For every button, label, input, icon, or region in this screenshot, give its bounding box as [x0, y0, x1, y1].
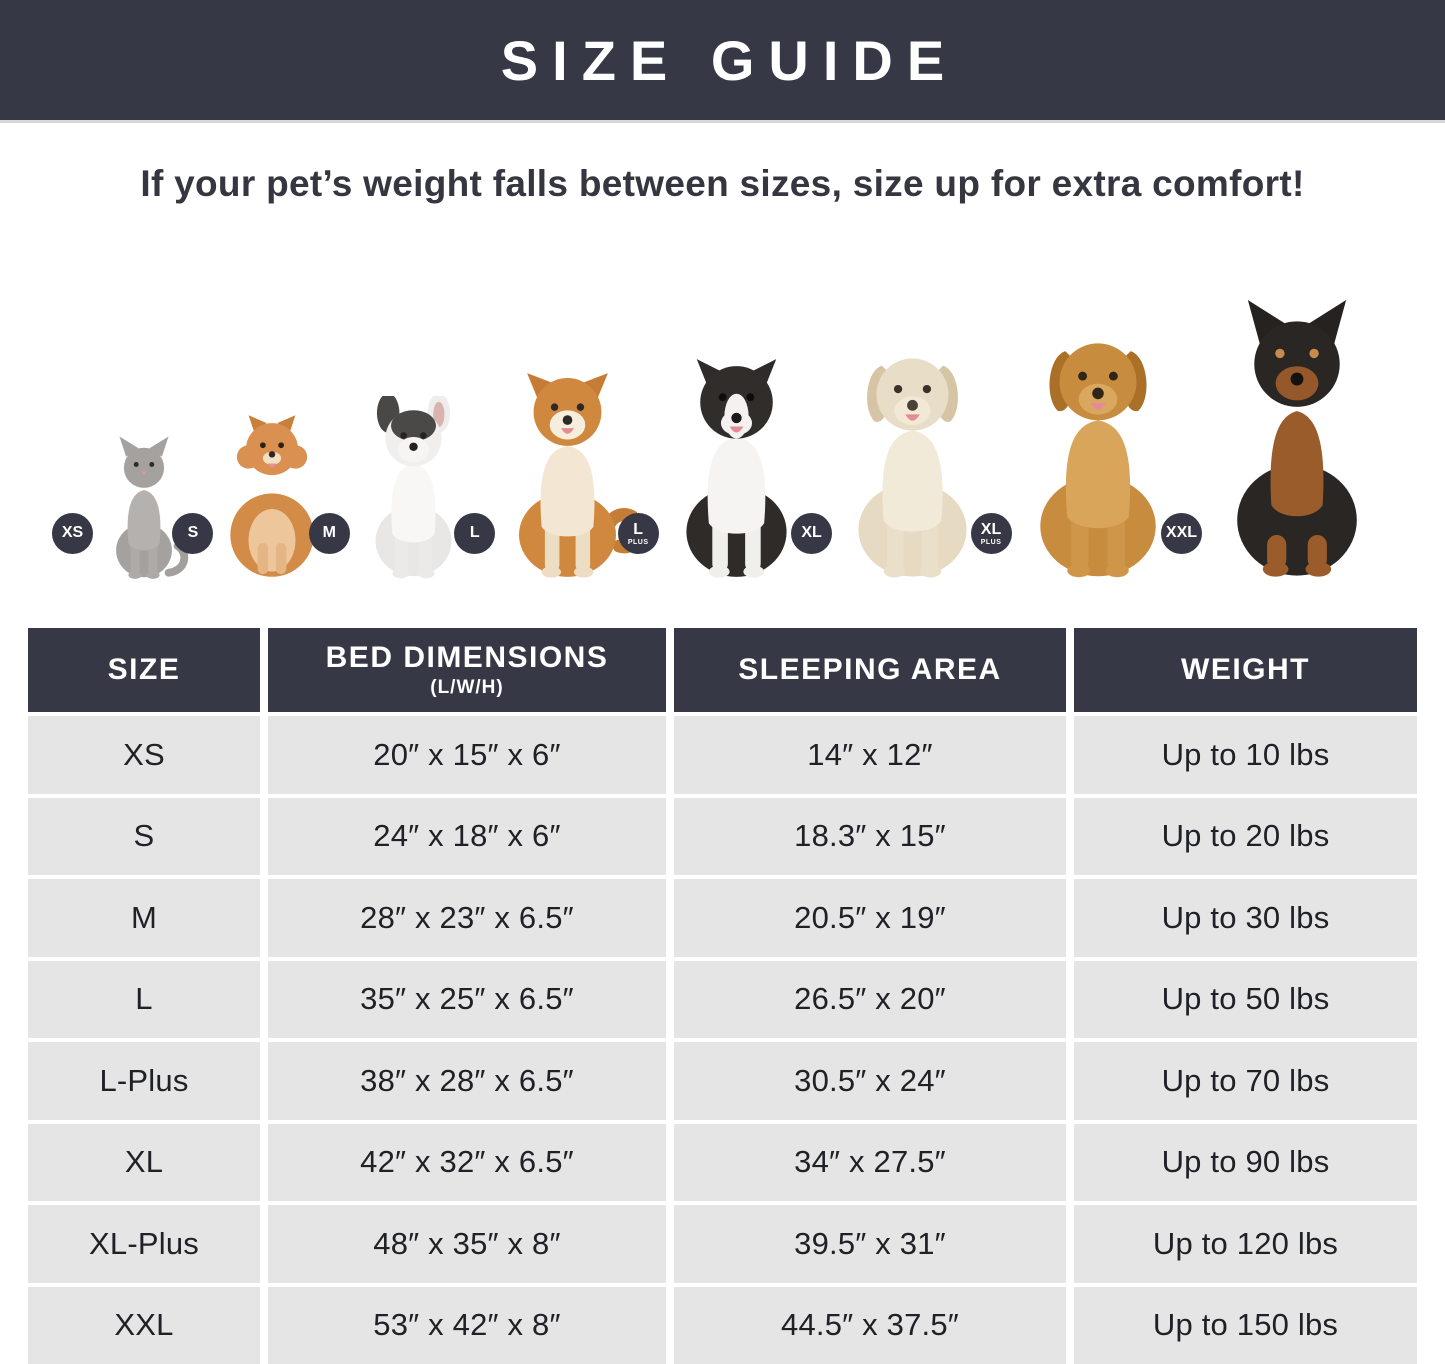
size-badge-sublabel: PLUS — [980, 538, 1002, 546]
size-badge-l-plus: L PLUS — [617, 513, 659, 554]
column-header-size: SIZE — [28, 628, 260, 712]
cell-size: S — [28, 797, 260, 875]
pet-size-lineup: XS S — [0, 207, 1445, 628]
cell-bed-dimensions: 20″ x 15″ x 6″ — [268, 716, 666, 794]
cell-size: M — [28, 879, 260, 957]
cell-bed-dimensions: 53″ x 42″ x 8″ — [268, 1286, 666, 1364]
pet-border-collie: L PLUS — [617, 354, 811, 582]
cell-sleeping-area: 44.5″ x 37.5″ — [674, 1286, 1066, 1364]
column-header-sleeping-area: SLEEPING AREA — [674, 628, 1066, 712]
cell-sleeping-area: 39.5″ x 31″ — [674, 1205, 1066, 1283]
cell-sleeping-area: 30.5″ x 24″ — [674, 1042, 1066, 1120]
french-bulldog-image — [375, 396, 452, 579]
cell-weight: Up to 10 lbs — [1074, 716, 1417, 794]
size-badge-label: M — [322, 524, 336, 541]
doberman-image — [1237, 300, 1357, 577]
cell-size: XL-Plus — [28, 1205, 260, 1283]
cell-sleeping-area: 34″ x 27.5″ — [674, 1123, 1066, 1201]
cell-bed-dimensions: 38″ x 28″ x 6.5″ — [268, 1042, 666, 1120]
cell-bed-dimensions: 42″ x 32″ x 6.5″ — [268, 1123, 666, 1201]
cell-size: XL — [28, 1123, 260, 1201]
pet-doberman: XXL — [1160, 300, 1389, 582]
cell-weight: Up to 90 lbs — [1074, 1123, 1417, 1201]
cell-sleeping-area: 14″ x 12″ — [674, 716, 1066, 794]
cell-weight: Up to 30 lbs — [1074, 879, 1417, 957]
cell-sleeping-area: 26.5″ x 20″ — [674, 960, 1066, 1038]
column-label: BED DIMENSIONS — [325, 641, 609, 674]
size-badge-xxl: XXL — [1160, 513, 1202, 554]
pet-pomeranian: S — [172, 410, 328, 582]
column-label: WEIGHT — [1181, 653, 1310, 686]
cell-bed-dimensions: 24″ x 18″ x 6″ — [268, 797, 666, 875]
column-label: SLEEPING AREA — [738, 653, 1002, 686]
cell-weight: Up to 50 lbs — [1074, 960, 1417, 1038]
cell-sleeping-area: 20.5″ x 19″ — [674, 879, 1066, 957]
cell-bed-dimensions: 48″ x 35″ x 8″ — [268, 1205, 666, 1283]
column-header-weight: WEIGHT — [1074, 628, 1417, 712]
size-badge-l: L — [454, 513, 496, 554]
size-badge-m: M — [308, 513, 350, 554]
pet-golden-retriever: XL PLUS — [970, 328, 1181, 582]
cell-size: L — [28, 960, 260, 1038]
size-badge-label: L — [469, 524, 480, 541]
size-badge-label: XS — [61, 524, 84, 541]
labrador-image — [858, 358, 967, 578]
size-badge-s: S — [172, 513, 214, 554]
cell-weight: Up to 120 lbs — [1074, 1205, 1417, 1283]
size-badge-xl: XL — [791, 513, 833, 554]
pet-cat: XS — [52, 434, 192, 582]
pomeranian-image — [230, 415, 315, 577]
cat-image — [116, 436, 189, 579]
pet-labrador: XL — [791, 344, 990, 582]
cell-bed-dimensions: 28″ x 23″ x 6.5″ — [268, 879, 666, 957]
cell-weight: Up to 20 lbs — [1074, 797, 1417, 875]
size-badge-label: XL — [980, 520, 1002, 538]
border-collie-image — [686, 359, 787, 578]
size-badge-xs: XS — [52, 513, 93, 554]
cell-bed-dimensions: 35″ x 25″ x 6.5″ — [268, 960, 666, 1038]
pet-french-bulldog: M — [308, 396, 474, 582]
column-sublabel: (L/W/H) — [430, 677, 504, 698]
shiba-inu-image — [519, 373, 638, 578]
cell-weight: Up to 150 lbs — [1074, 1286, 1417, 1364]
column-label: SIZE — [107, 653, 181, 686]
size-badge-label: S — [187, 524, 199, 541]
size-table: SIZE BED DIMENSIONS (L/W/H) SLEEPING ARE… — [28, 628, 1417, 1364]
cell-weight: Up to 70 lbs — [1074, 1042, 1417, 1120]
pet-shiba-inu: L — [454, 368, 638, 582]
cell-sleeping-area: 18.3″ x 15″ — [674, 797, 1066, 875]
size-badge-label: L — [633, 520, 644, 538]
subtitle-text: If your pet’s weight falls between sizes… — [140, 163, 1305, 204]
size-guide-header: SIZE GUIDE — [0, 0, 1445, 123]
cell-size: XS — [28, 716, 260, 794]
cell-size: L-Plus — [28, 1042, 260, 1120]
cell-size: XXL — [28, 1286, 260, 1364]
column-header-bed-dimensions: BED DIMENSIONS (L/W/H) — [268, 628, 666, 712]
size-badge-xl-plus: XL PLUS — [970, 513, 1012, 554]
size-badge-label: XL — [801, 524, 822, 541]
golden-retriever-image — [1039, 343, 1156, 578]
size-badge-sublabel: PLUS — [627, 538, 649, 546]
page-title: SIZE GUIDE — [500, 28, 959, 92]
size-badge-label: XXL — [1165, 524, 1198, 541]
